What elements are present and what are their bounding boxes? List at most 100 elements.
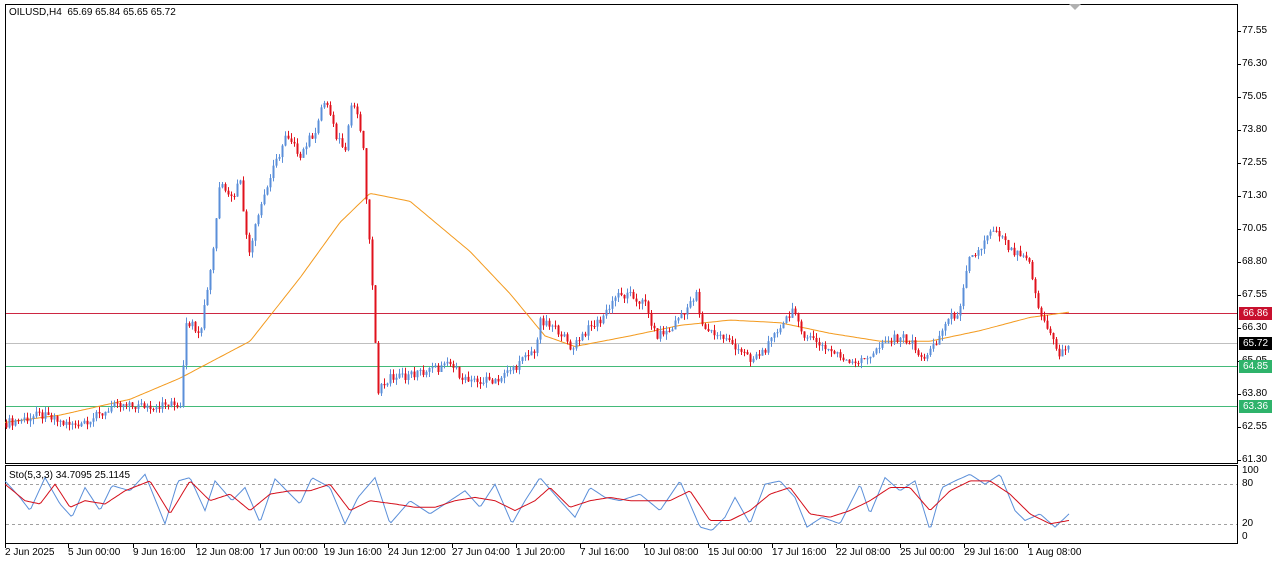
candle-bear xyxy=(908,343,911,345)
candle-bear xyxy=(857,363,860,365)
candle-bull xyxy=(1016,250,1019,256)
candle-bull xyxy=(428,367,431,372)
candle-bull xyxy=(14,420,17,426)
candle-bull xyxy=(239,180,242,184)
candle-bull xyxy=(944,323,947,331)
candle-bear xyxy=(332,114,335,124)
candle-bull xyxy=(257,215,260,225)
candle-bear xyxy=(854,361,857,364)
candle-bull xyxy=(140,403,143,405)
candle-bull xyxy=(551,325,554,327)
candle-bear xyxy=(515,366,518,370)
price-axis-label: 63.80 xyxy=(1242,388,1268,399)
candle-bull xyxy=(965,270,968,288)
candle-bull xyxy=(881,342,884,348)
candle-bull xyxy=(200,328,203,333)
candle-bear xyxy=(86,420,89,425)
candle-bear xyxy=(656,328,659,339)
candle-bull xyxy=(425,371,428,375)
candle-bear xyxy=(98,412,101,414)
candle-bull xyxy=(851,361,854,363)
candle-bear xyxy=(890,341,893,343)
candle-bull xyxy=(968,256,971,271)
candle-bull xyxy=(614,297,617,301)
candle-bull xyxy=(53,416,56,420)
candle-bull xyxy=(983,240,986,249)
candle-bear xyxy=(383,383,386,386)
scroll-marker-icon[interactable] xyxy=(1069,4,1081,10)
time-axis-label: 17 Jul 16:00 xyxy=(772,547,827,558)
time-axis-label: 19 Jun 16:00 xyxy=(324,547,382,558)
candle-bear xyxy=(5,423,8,428)
price-tag-resistance: 66.86 xyxy=(1239,307,1272,320)
candle-bear xyxy=(998,230,1001,237)
price-axis-label: 68.80 xyxy=(1242,256,1268,267)
candle-bull xyxy=(260,204,263,216)
candle-bear xyxy=(227,190,230,195)
candle-bear xyxy=(764,349,767,353)
candle-bull xyxy=(929,348,932,355)
candle-bull xyxy=(875,348,878,354)
candle-bear xyxy=(1025,255,1028,259)
price-axis-label: 66.30 xyxy=(1242,322,1268,333)
candle-bear xyxy=(1040,307,1043,317)
price-axis-label: 71.30 xyxy=(1242,190,1268,201)
candle-bear xyxy=(38,411,41,413)
candle-bull xyxy=(503,372,506,378)
candle-bear xyxy=(359,114,362,131)
candle-bear xyxy=(290,138,293,142)
candle-bull xyxy=(278,157,281,159)
candle-bear xyxy=(734,343,737,350)
candle-bear xyxy=(1028,258,1031,262)
candle-bull xyxy=(494,378,497,384)
candle-bull xyxy=(416,370,419,378)
candle-bull xyxy=(806,337,809,339)
time-axis-label: 12 Jun 08:00 xyxy=(196,547,254,558)
price-axis-label: 61.30 xyxy=(1242,454,1268,465)
candle-bull xyxy=(65,421,68,425)
candle-bear xyxy=(713,330,716,336)
candle-bear xyxy=(377,342,380,394)
candle-bear xyxy=(590,325,593,327)
candle-bear xyxy=(620,292,623,296)
candle-bull xyxy=(545,320,548,326)
candle-bull xyxy=(536,339,539,353)
candle-bear xyxy=(1034,279,1037,294)
candle-bull xyxy=(236,183,239,197)
candle-bear xyxy=(1031,261,1034,280)
candle-bear xyxy=(371,239,374,286)
candle-bear xyxy=(194,321,197,332)
candle-bull xyxy=(1001,236,1004,238)
sto-plot-frame xyxy=(5,465,1238,544)
candle-bear xyxy=(1049,328,1052,334)
candle-bull xyxy=(836,352,839,354)
candle-bull xyxy=(137,404,140,409)
candle-bear xyxy=(1007,240,1010,251)
candle-bull xyxy=(575,340,578,349)
candle-bear xyxy=(452,364,455,368)
candle-bear xyxy=(560,334,563,337)
candle-bear xyxy=(167,404,170,406)
candle-bull xyxy=(446,361,449,364)
candle-bull xyxy=(602,315,605,324)
candle-bull xyxy=(500,377,503,382)
candle-bear xyxy=(188,323,191,327)
candle-bull xyxy=(485,376,488,383)
candle-bull xyxy=(710,330,713,332)
time-axis-label: 29 Jul 16:00 xyxy=(964,547,1019,558)
candle-bull xyxy=(866,358,869,360)
candle-bull xyxy=(401,373,404,375)
candle-bear xyxy=(293,141,296,144)
candle-bear xyxy=(848,359,851,363)
candle-bear xyxy=(1058,348,1061,357)
candle-bear xyxy=(242,180,245,212)
candle-bear xyxy=(449,361,452,365)
candle-bear xyxy=(935,344,938,346)
candle-bear xyxy=(746,352,749,355)
candle-bull xyxy=(251,240,254,253)
price-axis-label: 62.55 xyxy=(1242,421,1268,432)
sto-label: Sto(5,3,3) xyxy=(9,470,53,481)
candle-bull xyxy=(107,411,110,413)
